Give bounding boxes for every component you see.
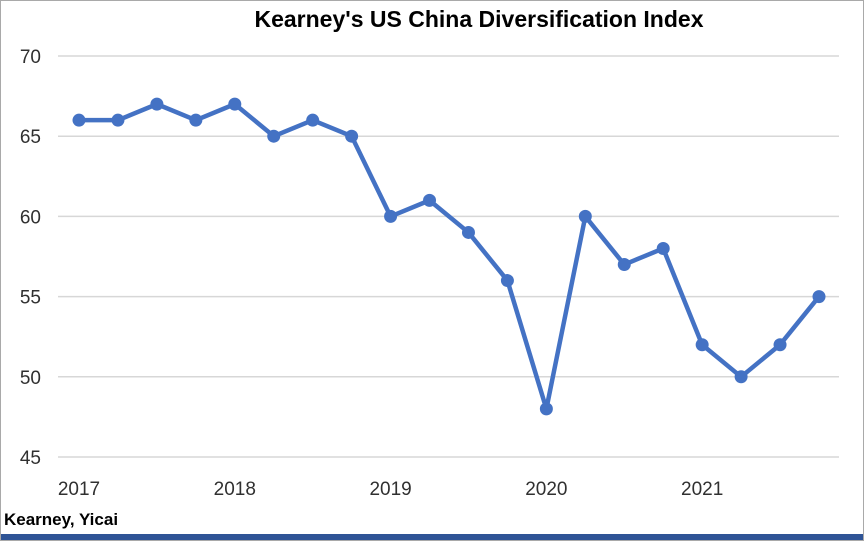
data-point bbox=[656, 241, 670, 255]
source-label: Kearney, Yicai bbox=[4, 510, 119, 529]
data-point bbox=[500, 274, 514, 288]
data-point bbox=[111, 113, 125, 127]
data-point bbox=[812, 290, 826, 304]
data-line bbox=[76, 101, 822, 412]
x-tick-label: 2019 bbox=[369, 479, 411, 500]
data-point bbox=[228, 97, 242, 111]
data-point bbox=[461, 225, 475, 239]
data-point bbox=[773, 338, 787, 352]
y-tick-label: 45 bbox=[20, 448, 41, 469]
x-tick-label: 2021 bbox=[681, 479, 723, 500]
y-tick-label: 60 bbox=[20, 207, 41, 228]
data-point bbox=[578, 209, 592, 223]
data-point bbox=[306, 113, 320, 127]
data-point bbox=[150, 97, 164, 111]
data-point bbox=[423, 193, 437, 207]
x-tick-label: 2017 bbox=[58, 479, 100, 500]
chart-title: Kearney's US China Diversification Index bbox=[254, 6, 704, 32]
y-tick-label: 50 bbox=[20, 368, 41, 389]
x-tick-label: 2020 bbox=[525, 479, 567, 500]
bottom-accent-bar bbox=[1, 534, 863, 540]
data-point bbox=[734, 370, 748, 384]
data-point bbox=[384, 209, 398, 223]
x-tick-label: 2018 bbox=[214, 479, 256, 500]
y-tick-label: 55 bbox=[20, 288, 41, 309]
y-tick-label: 70 bbox=[20, 47, 41, 68]
y-tick-label: 65 bbox=[20, 127, 41, 148]
data-point bbox=[72, 113, 86, 127]
data-point bbox=[345, 129, 359, 143]
data-point bbox=[617, 258, 631, 272]
data-point bbox=[695, 338, 709, 352]
data-point bbox=[539, 402, 553, 416]
data-point bbox=[189, 113, 203, 127]
data-point bbox=[267, 129, 281, 143]
